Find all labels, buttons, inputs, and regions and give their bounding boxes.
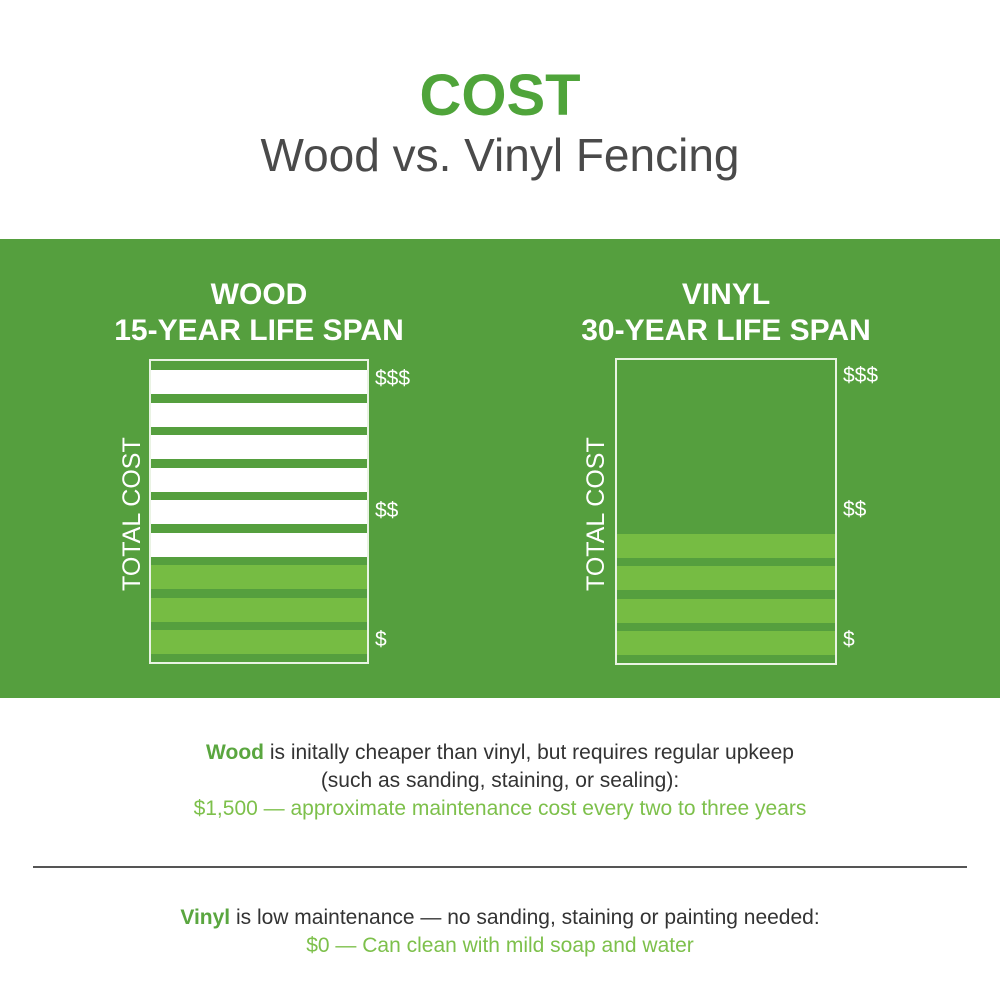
wood-note-bold: Wood (206, 741, 264, 764)
maintenance-cost-segment (151, 435, 367, 459)
vinyl-tick-low: $ (843, 628, 855, 651)
vinyl-note: Vinyl is low maintenance — no sanding, s… (0, 904, 1000, 960)
vinyl-bar (615, 358, 837, 665)
vinyl-note-bold: Vinyl (180, 906, 231, 929)
wood-chart-title: WOOD 15-YEAR LIFE SPAN (39, 277, 479, 349)
vinyl-ylabel: TOTAL COST (582, 437, 610, 591)
maintenance-cost-segment (151, 532, 367, 557)
wood-tick-high: $$$ (375, 367, 411, 390)
wood-ylabel: TOTAL COST (118, 437, 146, 591)
wood-title: WOOD (210, 278, 308, 311)
maintenance-cost-segment (151, 402, 367, 427)
vinyl-note-cost: $0 — Can clean with mild soap and water (306, 934, 694, 957)
vinyl-tick-mid: $$ (843, 498, 867, 521)
wood-tick-low: $ (375, 628, 387, 651)
initial-cost-segment (151, 597, 367, 622)
maintenance-cost-segment (151, 370, 367, 394)
vinyl-tick-high: $$$ (843, 364, 879, 387)
vinyl-chart-title: VINYL 30-YEAR LIFE SPAN (506, 277, 946, 349)
initial-cost-segment (151, 630, 367, 654)
wood-note-line1: is initally cheaper than vinyl, but requ… (263, 741, 794, 764)
maintenance-cost-segment (151, 467, 367, 492)
page-title: COST (419, 63, 581, 128)
vinyl-note-line1: is low maintenance — no sanding, stainin… (230, 906, 820, 929)
initial-cost-segment (617, 533, 835, 558)
initial-cost-segment (617, 566, 835, 590)
chart-band: WOOD 15-YEAR LIFE SPAN VINYL 30-YEAR LIF… (0, 239, 1000, 698)
vinyl-title: VINYL (681, 278, 771, 311)
divider (33, 866, 967, 868)
wood-bar (149, 359, 369, 664)
initial-cost-segment (617, 598, 835, 623)
initial-cost-segment (151, 565, 367, 589)
initial-cost-segment (617, 631, 835, 655)
wood-lifespan: 15-YEAR LIFE SPAN (114, 314, 404, 347)
vinyl-lifespan: 30-YEAR LIFE SPAN (581, 314, 871, 347)
page-subtitle: Wood vs. Vinyl Fencing (260, 129, 740, 181)
wood-note: Wood is initally cheaper than vinyl, but… (0, 739, 1000, 823)
wood-tick-mid: $$ (375, 499, 399, 522)
wood-note-line2: (such as sanding, staining, or sealing): (320, 769, 680, 792)
wood-note-cost: $1,500 — approximate maintenance cost ev… (193, 797, 807, 820)
maintenance-cost-segment (151, 500, 367, 524)
